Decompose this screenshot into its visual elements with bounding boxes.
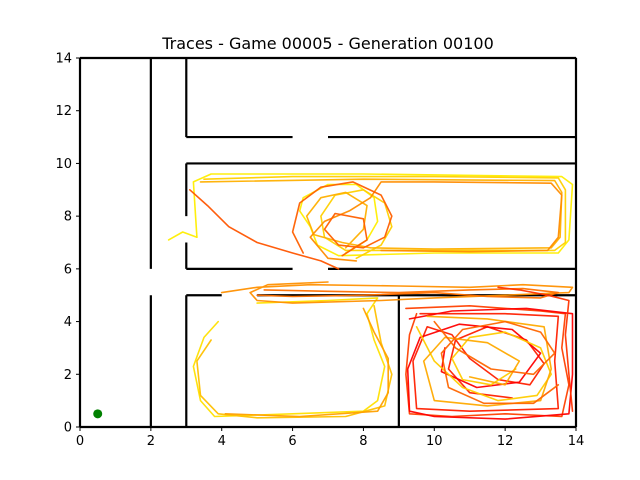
- trace-19: [497, 286, 574, 412]
- chart-title: Traces - Game 00005 - Generation 00100: [161, 34, 494, 53]
- x-tick-label: 2: [147, 434, 155, 449]
- trace-6: [189, 189, 340, 270]
- y-tick-label: 12: [55, 104, 72, 119]
- trace-16: [415, 326, 552, 402]
- x-tick-label: 0: [76, 434, 84, 449]
- x-tick-label: 4: [218, 434, 226, 449]
- agent-traces: [167, 173, 574, 420]
- trace-5: [291, 181, 393, 257]
- y-tick-label: 2: [64, 368, 72, 383]
- x-tick-label: 14: [568, 434, 585, 449]
- x-tick-label: 6: [288, 434, 296, 449]
- y-tick-label: 0: [64, 421, 72, 436]
- x-tick-label: 10: [426, 434, 443, 449]
- start-point-marker: [93, 409, 103, 419]
- trace-10: [224, 307, 389, 418]
- y-tick-label: 10: [55, 157, 72, 172]
- trace-14: [412, 312, 560, 412]
- trace-15: [406, 307, 574, 420]
- x-tick-label: 8: [359, 434, 367, 449]
- trace-17: [422, 315, 552, 407]
- trace-18: [433, 320, 560, 405]
- y-tick-label: 14: [55, 52, 72, 67]
- y-tick-label: 8: [64, 210, 72, 225]
- x-tick-label: 12: [497, 434, 514, 449]
- start-marker-layer: [93, 409, 103, 419]
- y-tick-label: 4: [64, 315, 72, 330]
- axes: 0 2 4 6 8 10 12 14 0 2 4 6 8 10 12 14: [55, 52, 584, 450]
- trace-7: [167, 231, 198, 241]
- y-tick-label: 6: [64, 262, 72, 277]
- trace-2: [203, 175, 567, 260]
- axes-frame: [79, 57, 577, 428]
- trace-4: [309, 181, 563, 262]
- trace-13: [405, 305, 570, 418]
- trace-3: [199, 178, 563, 250]
